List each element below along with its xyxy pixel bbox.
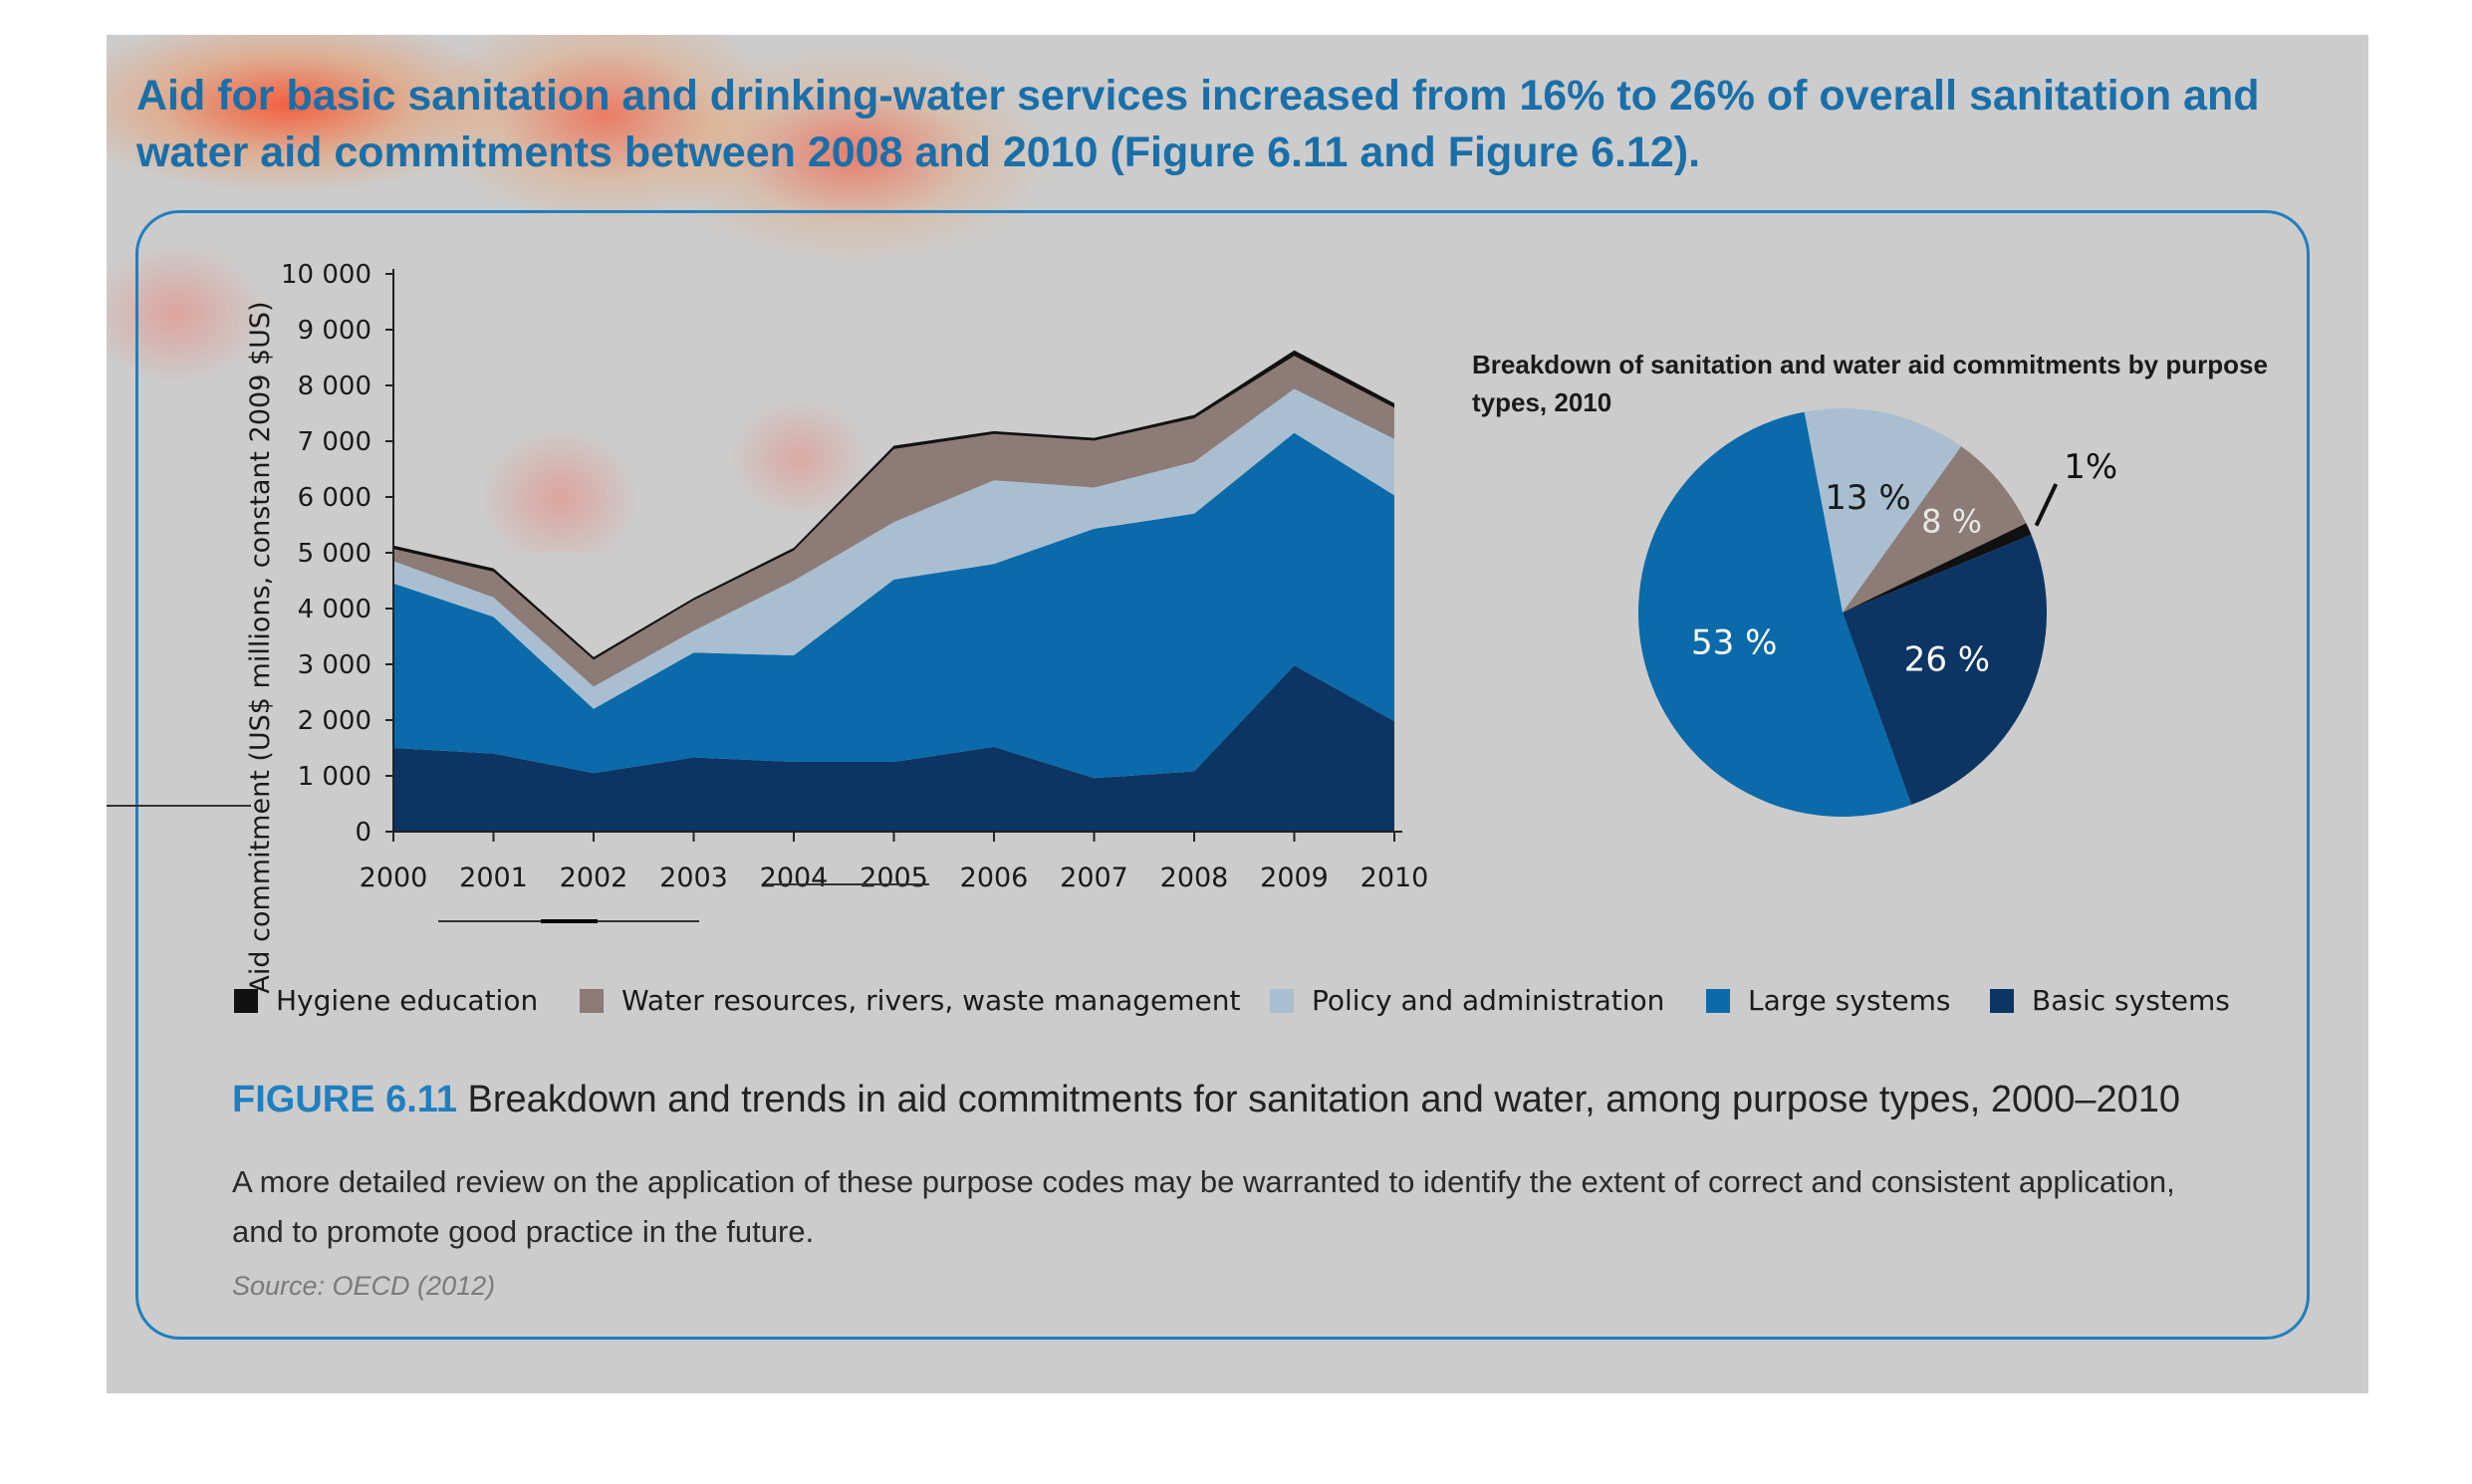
headline-text: Aid for basic sanitation and drinking-wa… <box>136 72 2260 176</box>
pie-label: 8 % <box>1921 502 1982 540</box>
pie-chart-title: Breakdown of sanitation and water aid co… <box>1472 350 2268 417</box>
x-tick-label: 2008 <box>1160 863 1229 893</box>
legend-swatch <box>234 988 258 1013</box>
x-tick-label: 2007 <box>1060 863 1128 893</box>
x-tick-label: 2006 <box>960 863 1029 893</box>
legend-swatch <box>1270 988 1294 1013</box>
area-axes: 0 1 000 2 000 3 000 4 000 5 000 6 000 7 000 8 00… <box>281 260 1428 893</box>
pie-label: 13 % <box>1825 478 1910 518</box>
legend-label: Basic systems <box>2032 984 2230 1017</box>
area-series-hygiene-education <box>393 350 1394 660</box>
figure-frame <box>135 210 2310 1340</box>
x-tick-label: 2002 <box>560 863 628 893</box>
area-series-policy-and-administration <box>393 388 1394 709</box>
x-tick-label: 2000 <box>360 863 428 893</box>
y-axis-label: Aid commitment (US$ millions, constant 2… <box>245 301 276 993</box>
pie-slice-hygiene-education <box>1843 523 2032 613</box>
figure-caption: FIGURE 6.11 Breakdown and trends in aid … <box>232 1076 2304 1123</box>
y-tick-label: 5 000 <box>298 539 371 569</box>
pie-labels: 13 % 8 % 1% 26 % 53 % <box>1691 447 2117 680</box>
area-layers <box>393 350 1394 832</box>
x-tick-label: 2004 <box>760 863 829 893</box>
pie-slice-policy-and-administration <box>1804 407 1962 613</box>
pie-label: 26 % <box>1904 640 1990 680</box>
figure-label: FIGURE 6.11 <box>232 1079 457 1120</box>
area-series-water-resources-rivers-waste-management <box>393 356 1394 687</box>
figure-description: A more detailed review on the applicatio… <box>232 1164 2175 1249</box>
x-tick-label: 2009 <box>1260 863 1329 893</box>
source-note: Source: OECD (2012) <box>232 1271 496 1301</box>
y-tick-label: 9 000 <box>298 316 371 346</box>
pie-leader-line <box>2034 483 2059 527</box>
legend-swatch <box>1706 988 1730 1013</box>
legend-item: Policy and administration <box>1270 984 1664 1017</box>
y-tick-label: 6 000 <box>298 483 371 513</box>
x-tick-label: 2010 <box>1360 863 1429 893</box>
area-series-basic-systems <box>393 665 1394 832</box>
pie-slices <box>1638 407 2047 817</box>
x-tick-label: 2001 <box>459 863 528 893</box>
y-tick-label: 0 <box>355 818 371 848</box>
legend-label: Policy and administration <box>1312 984 1665 1017</box>
pie-slice-basic-systems <box>1843 534 2047 805</box>
figure-caption-text: Breakdown and trends in aid commitments … <box>467 1079 2181 1120</box>
left-leader-line <box>107 805 251 807</box>
legend-item: Large systems <box>1706 984 1951 1017</box>
pie-slice-water-resources-rivers-waste-management <box>1843 446 2027 613</box>
underline-2004-2005 <box>765 883 929 885</box>
legend-swatch <box>580 988 604 1013</box>
y-tick-label: 8 000 <box>298 371 371 401</box>
legend-label: Water resources, rivers, waste managemen… <box>621 984 1241 1017</box>
pie-label: 1% <box>2064 447 2117 487</box>
y-tick-label: 10 000 <box>281 260 371 290</box>
area-series-large-systems <box>393 432 1394 779</box>
x-tick-label: 2003 <box>659 863 728 893</box>
legend-swatch <box>1990 988 2014 1013</box>
x-tick-label: 2005 <box>860 863 928 893</box>
pie-slice-large-systems <box>1638 411 1912 817</box>
y-tick-label: 1 000 <box>298 762 371 792</box>
legend-item: Water resources, rivers, waste managemen… <box>580 984 1240 1017</box>
underline-2002-dark <box>541 919 598 923</box>
y-tick-label: 2 000 <box>298 706 371 736</box>
legend-item: Hygiene education <box>234 984 538 1017</box>
pie-label: 53 % <box>1691 623 1777 663</box>
chart-legend: Hygiene education Water resources, rivers… <box>234 984 2276 1024</box>
y-tick-label: 3 000 <box>298 650 371 680</box>
legend-label: Hygiene education <box>276 984 539 1017</box>
legend-label: Large systems <box>1748 984 1951 1017</box>
y-tick-label: 7 000 <box>298 427 371 457</box>
y-tick-label: 4 000 <box>298 595 371 624</box>
legend-item: Basic systems <box>1990 984 2230 1017</box>
